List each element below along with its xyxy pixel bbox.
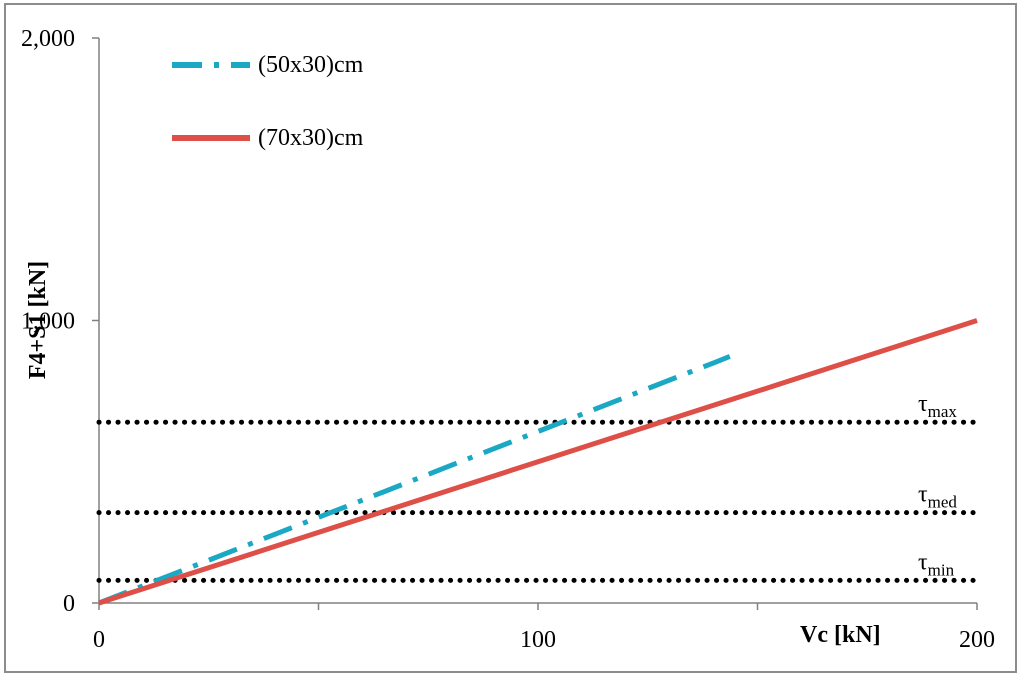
y-tick-label: 2,000: [21, 26, 75, 52]
legend: (50x30)cm (70x30)cm: [172, 52, 364, 151]
series-layer: [98, 318, 978, 606]
axis-ticks: 0 1,000 2,000 0 100 200: [21, 26, 995, 653]
threshold-label-max: τmax: [918, 391, 957, 421]
y-axis-title: F4+S1 [kN]: [25, 261, 51, 379]
legend-label-50x30: (50x30)cm: [258, 52, 364, 78]
y-tick-label: 1,000: [21, 309, 75, 335]
legend-label-70x30: (70x30)cm: [258, 125, 364, 151]
series-line-50x30cm: [98, 354, 731, 606]
chart-frame: [4, 3, 1017, 673]
x-tick-label: 200: [959, 627, 995, 653]
threshold-label-min: τmin: [918, 549, 955, 579]
x-tick-label: 0: [93, 627, 105, 653]
threshold-lines: τmax τmed τmin: [96, 391, 980, 583]
x-tick-label: 100: [520, 627, 556, 653]
x-axis-title: Vc [kN]: [800, 622, 881, 648]
threshold-label-med: τmed: [918, 482, 957, 512]
y-tick-label: 0: [63, 591, 75, 617]
